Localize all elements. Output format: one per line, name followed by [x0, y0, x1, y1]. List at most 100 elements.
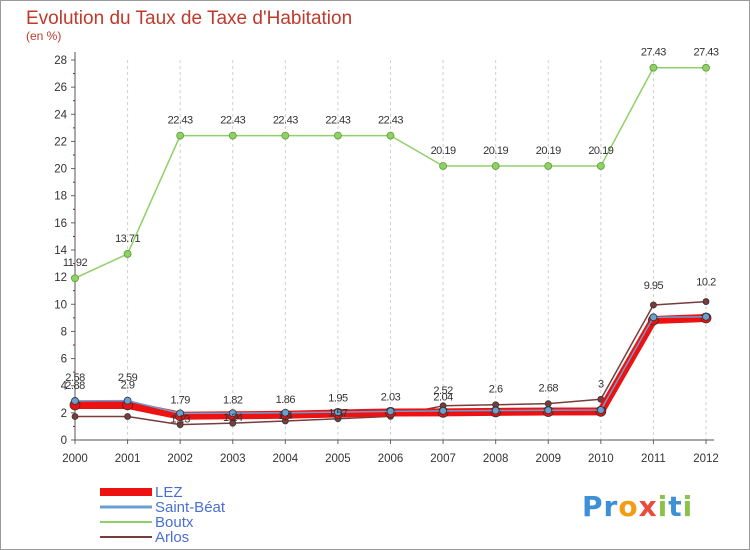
data-label: 20.19 — [431, 145, 456, 157]
logo-letter: o — [618, 490, 639, 523]
series-lines — [69, 63, 712, 429]
data-label: 2.9 — [121, 380, 135, 392]
data-label: 2.68 — [539, 383, 559, 395]
data-point — [334, 408, 342, 417]
data-label: 1.4 — [278, 410, 292, 422]
data-point — [123, 396, 132, 405]
data-label: 27.43 — [641, 47, 666, 59]
x-tick-label: 2006 — [378, 453, 404, 465]
legend-label: Arlos — [155, 529, 189, 546]
logo-letter: i — [682, 490, 694, 523]
y-tick-label: 10 — [54, 299, 67, 311]
data-point — [386, 407, 395, 416]
data-label: 20.19 — [588, 145, 613, 157]
y-tick-label: 16 — [54, 218, 67, 230]
data-label: 22.43 — [325, 115, 350, 127]
x-tick-label: 2008 — [483, 453, 509, 465]
y-tick-label: 14 — [54, 245, 67, 257]
data-label: 1.95 — [328, 393, 348, 405]
data-label: 1.86 — [276, 394, 296, 406]
y-tick-label: 24 — [54, 109, 67, 121]
logo-letter: i — [657, 490, 669, 523]
data-point — [71, 413, 79, 420]
data-point — [649, 63, 658, 72]
data-point — [491, 162, 500, 170]
y-tick-label: 0 — [61, 435, 67, 447]
data-label: 3 — [598, 378, 604, 390]
legend-label: Boutx — [155, 514, 194, 531]
logo-letter: t — [668, 490, 683, 523]
data-label: 2.52 — [433, 385, 453, 397]
x-tick-label: 2000 — [62, 453, 88, 465]
data-point — [650, 301, 657, 309]
data-point — [281, 131, 290, 140]
legend-label: LEZ — [155, 484, 183, 501]
data-point — [334, 131, 342, 140]
y-tick-label: 28 — [54, 55, 67, 67]
y-tick-label: 22 — [54, 136, 67, 148]
x-tick-label: 2005 — [325, 453, 351, 465]
data-point — [228, 131, 237, 140]
data-point — [544, 406, 553, 415]
data-label: 2.88 — [65, 380, 85, 392]
data-point — [281, 408, 290, 417]
data-label: 2.59 — [118, 372, 138, 384]
x-tick-label: 2003 — [220, 453, 246, 465]
y-tick-label: 2 — [61, 408, 67, 420]
data-label: 27.43 — [693, 47, 718, 59]
data-point — [491, 406, 500, 415]
y-tick-label: 4 — [61, 381, 68, 393]
proxiti-logo: Proxiti — [582, 490, 693, 523]
data-point — [439, 406, 447, 415]
y-tick-label: 26 — [54, 82, 67, 94]
data-label: 22.43 — [273, 115, 298, 127]
data-point — [544, 400, 552, 408]
y-tick-label: 20 — [54, 164, 67, 176]
data-point — [71, 397, 79, 405]
data-point — [439, 162, 447, 170]
data-point — [702, 63, 710, 72]
data-point — [702, 312, 710, 321]
data-point — [228, 409, 237, 418]
y-tick-label: 8 — [61, 326, 67, 338]
data-label: 2.04 — [433, 391, 453, 403]
logo-letter: x — [638, 490, 658, 523]
data-label: 22.43 — [378, 115, 403, 127]
logo-letter: r — [603, 490, 619, 523]
legend-label: Saint-Béat — [155, 499, 226, 516]
x-tick-label: 2001 — [115, 453, 141, 465]
data-label: 2.03 — [381, 391, 401, 403]
data-point — [649, 313, 658, 322]
data-label: 9.95 — [644, 280, 664, 292]
data-label: 2.58 — [65, 372, 85, 384]
data-point — [176, 131, 185, 140]
data-point — [702, 298, 710, 305]
data-label: 22.43 — [220, 115, 245, 127]
data-label: 11.92 — [63, 257, 88, 269]
x-tick-label: 2009 — [535, 453, 561, 465]
x-tick-label: 2002 — [167, 453, 193, 465]
x-tick-label: 2012 — [693, 453, 719, 465]
data-point — [176, 409, 185, 418]
data-labels: 2.882.58 2.92.59 1.79 1.13 1.82 1.24 1.86 1.4 1.… — [63, 47, 720, 426]
data-label: 1.57 — [328, 408, 348, 420]
data-point — [123, 250, 132, 258]
x-tick-label: 2007 — [430, 453, 456, 465]
data-point — [386, 131, 395, 140]
x-tick-label: 2010 — [588, 453, 614, 465]
data-label: 1.24 — [223, 412, 243, 424]
chart-title: Evolution du Taux de Taxe d'Habitation — [26, 8, 352, 29]
data-label: 13.71 — [115, 233, 140, 245]
y-axis-label: (en %) — [26, 29, 61, 43]
data-label: 1.82 — [223, 394, 243, 406]
data-label: 10.2 — [696, 277, 716, 289]
logo-letter: P — [582, 490, 604, 523]
data-point — [596, 162, 605, 170]
data-point — [71, 274, 79, 283]
data-point — [176, 421, 184, 429]
data-point — [124, 413, 131, 420]
